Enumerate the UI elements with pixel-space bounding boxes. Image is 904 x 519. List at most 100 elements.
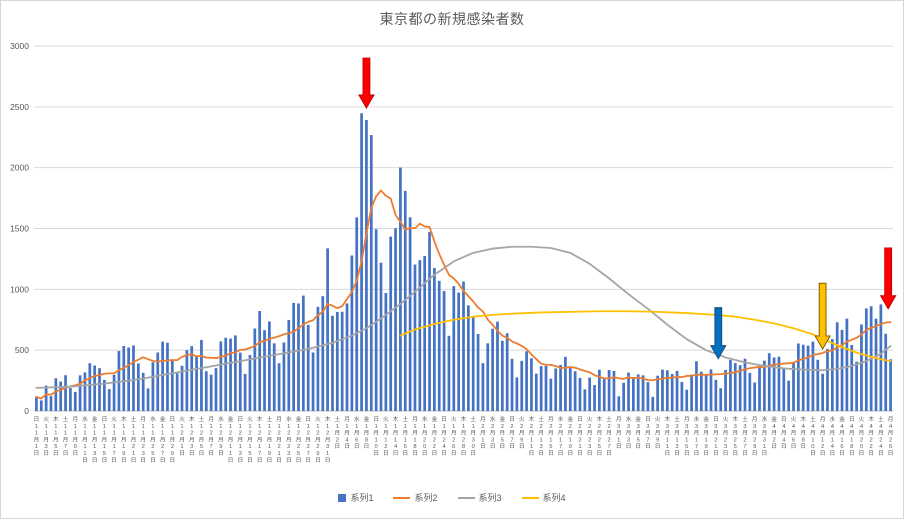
bar-series1 xyxy=(564,356,567,411)
bar-series1 xyxy=(491,328,494,411)
legend-item-2[interactable]: 系列2 xyxy=(393,491,438,504)
bar-series1 xyxy=(442,291,446,411)
bar-series1 xyxy=(258,310,262,411)
bar-series1 xyxy=(830,339,834,411)
bar-series1 xyxy=(146,388,150,411)
bar-series1 xyxy=(840,329,844,411)
bar-series1 xyxy=(835,322,839,411)
bar-series1 xyxy=(690,374,693,411)
bar-series1 xyxy=(350,255,354,411)
bar-series1 xyxy=(452,286,456,411)
bar-series1 xyxy=(311,352,315,411)
bar-series1 xyxy=(384,292,388,411)
bar-series1 xyxy=(860,324,863,411)
bar-series1 xyxy=(88,363,92,411)
legend-item-3[interactable]: 系列3 xyxy=(457,491,502,504)
bar-series1 xyxy=(331,315,334,411)
bar-series1 xyxy=(321,296,325,411)
bar-series1 xyxy=(792,362,795,411)
bar-series1 xyxy=(758,366,761,411)
bar-series1 xyxy=(306,324,310,411)
legend-item-1[interactable]: 系列1 xyxy=(338,491,373,504)
bar-series1 xyxy=(695,361,698,411)
bar-series1 xyxy=(719,388,723,411)
bar-series1 xyxy=(73,391,77,411)
bar-series1 xyxy=(879,304,883,411)
bar-series1 xyxy=(243,373,247,411)
bar-series1 xyxy=(209,374,213,411)
bar-series1 xyxy=(661,369,664,411)
line-series3 xyxy=(35,245,892,389)
bar-series1 xyxy=(884,333,888,411)
bar-series1 xyxy=(471,317,475,411)
bar-series1 xyxy=(777,356,781,411)
bar-series1 xyxy=(520,360,524,411)
y-axis-tick-label: 1000 xyxy=(10,284,29,294)
bar-series1 xyxy=(316,306,320,411)
bar-series1 xyxy=(549,378,553,411)
bar-series1 xyxy=(709,369,713,411)
bar-series1 xyxy=(607,369,611,411)
bar-series1 xyxy=(141,372,145,411)
y-axis-tick-label: 0 xyxy=(24,406,29,416)
bar-series1 xyxy=(496,321,499,411)
bar-series1 xyxy=(340,311,344,411)
bar-series1 xyxy=(874,318,878,411)
bar-series1 xyxy=(190,346,194,411)
bar-series1 xyxy=(345,303,349,411)
bar-series1 xyxy=(151,362,155,411)
bar-series1 xyxy=(98,368,101,411)
bar-series1 xyxy=(763,360,766,411)
bar-series1 xyxy=(845,318,849,411)
bar-series1 xyxy=(850,344,854,411)
bar-series1 xyxy=(466,305,470,411)
bar-series1 xyxy=(568,368,572,411)
annotation-arrow xyxy=(358,57,375,110)
bar-series1 xyxy=(699,371,703,411)
y-axis-tick-label: 3000 xyxy=(10,41,29,51)
bar-series1 xyxy=(631,377,635,411)
bar-series1 xyxy=(166,342,169,411)
bar-series1 xyxy=(277,363,281,411)
bar-series1 xyxy=(544,365,548,411)
bar-series1 xyxy=(617,396,621,411)
bar-series1 xyxy=(428,232,431,411)
legend-item-4[interactable]: 系列4 xyxy=(521,491,566,504)
bar-series1 xyxy=(821,373,824,411)
bar-series1 xyxy=(525,351,528,411)
bar-series1 xyxy=(510,358,514,411)
bar-series1 xyxy=(69,388,72,411)
bar-series1 xyxy=(612,370,616,411)
